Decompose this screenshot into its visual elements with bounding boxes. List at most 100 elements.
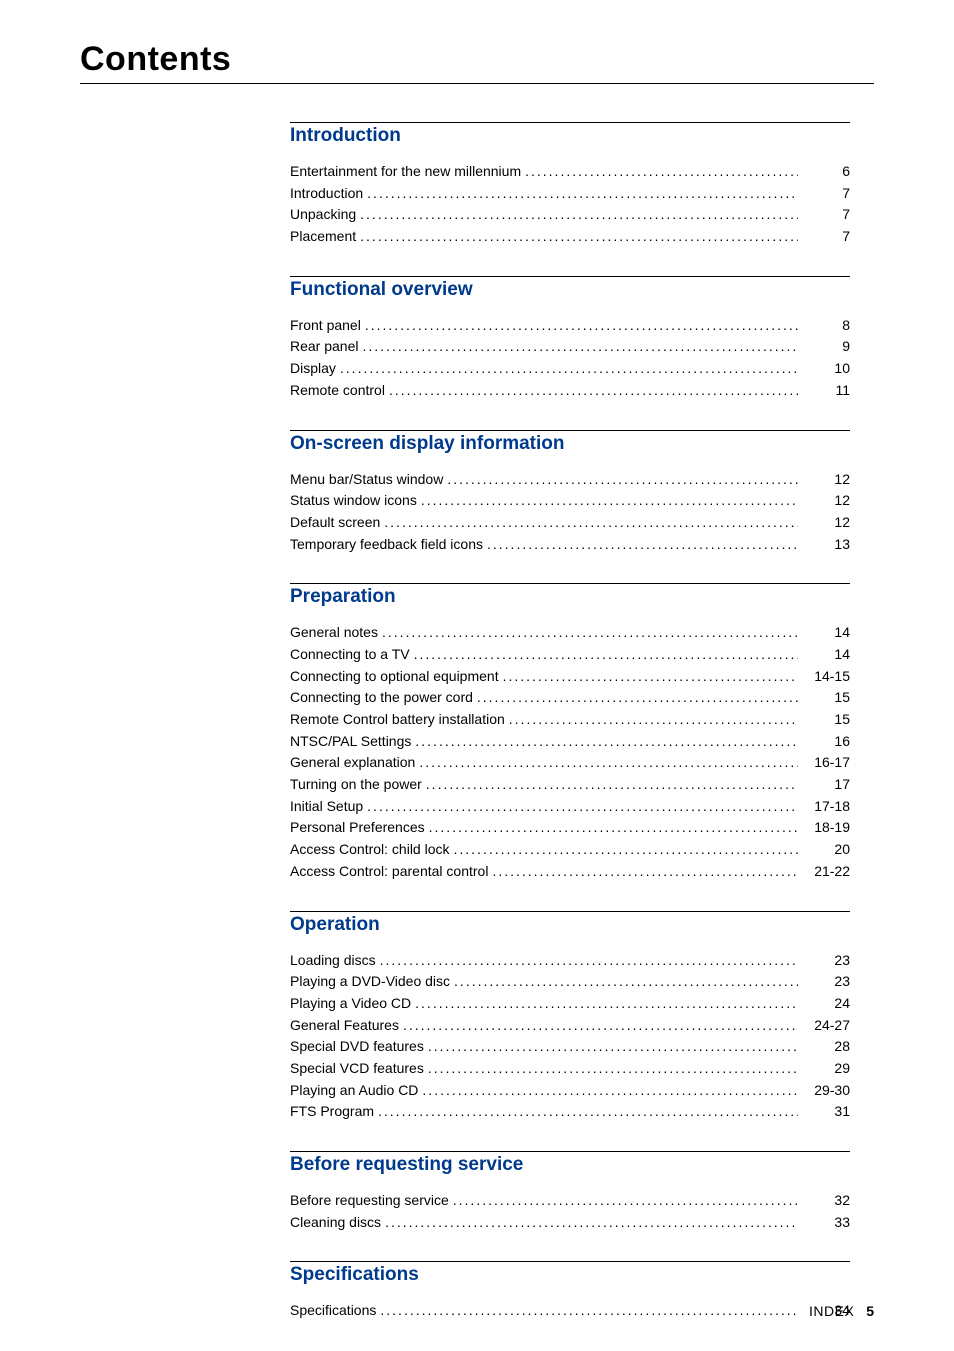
toc-row: Playing a DVD-Video disc23 xyxy=(290,971,850,993)
toc-item-label: Playing a Video CD xyxy=(290,993,411,1015)
section-heading: Preparation xyxy=(290,586,850,608)
toc-leader-dots xyxy=(453,1190,798,1212)
toc-leader-dots xyxy=(487,534,798,556)
section-rule xyxy=(290,1261,850,1262)
footer-label: INDEX xyxy=(809,1303,854,1319)
toc-row: NTSC/PAL Settings 16 xyxy=(290,731,850,753)
toc-row: FTS Program31 xyxy=(290,1101,850,1123)
toc-item-label: Remote control xyxy=(290,380,385,402)
toc-row: Temporary feedback field icons 13 xyxy=(290,534,850,556)
section-rule xyxy=(290,911,850,912)
toc-item-label: Unpacking xyxy=(290,204,356,226)
toc-leader-dots xyxy=(415,731,798,753)
toc-item-label: Turning on the power xyxy=(290,774,422,796)
toc-row: Remote Control battery installation15 xyxy=(290,709,850,731)
toc-leader-dots xyxy=(428,1036,798,1058)
toc-leader-dots xyxy=(380,1300,798,1322)
toc-item-page: 29 xyxy=(802,1058,850,1080)
toc-item-label: Loading discs xyxy=(290,950,376,972)
toc-item-page: 21-22 xyxy=(802,861,850,883)
toc-item-label: Specifications xyxy=(290,1300,376,1322)
toc-item-page: 10 xyxy=(802,358,850,380)
toc-item-label: Access Control: child lock xyxy=(290,839,450,861)
toc-leader-dots xyxy=(380,950,798,972)
toc-row: Loading discs 23 xyxy=(290,950,850,972)
toc-item-page: 15 xyxy=(802,687,850,709)
toc-item-label: General Features xyxy=(290,1015,399,1037)
toc-item-label: General explanation xyxy=(290,752,415,774)
toc-item-label: Placement xyxy=(290,226,356,248)
toc-row: Special VCD features 29 xyxy=(290,1058,850,1080)
toc-row: Connecting to the power cord15 xyxy=(290,687,850,709)
toc-leader-dots xyxy=(422,1080,798,1102)
toc-row: Connecting to a TV14 xyxy=(290,644,850,666)
toc-item-label: Temporary feedback field icons xyxy=(290,534,483,556)
toc-row: Access Control: parental control 21-22 xyxy=(290,861,850,883)
toc-item-page: 14-15 xyxy=(802,666,850,688)
toc-item-label: NTSC/PAL Settings xyxy=(290,731,411,753)
toc-item-label: Cleaning discs xyxy=(290,1212,381,1234)
toc-row: Entertainment for the new millennium6 xyxy=(290,161,850,183)
toc-leader-dots xyxy=(447,469,798,491)
toc-item-label: Access Control: parental control xyxy=(290,861,488,883)
section-heading: Functional overview xyxy=(290,279,850,301)
toc-item-page: 33 xyxy=(802,1212,850,1234)
toc-item-page: 16 xyxy=(802,731,850,753)
toc-item-label: Special VCD features xyxy=(290,1058,424,1080)
toc-item-label: Display xyxy=(290,358,336,380)
toc-row: Special DVD features 28 xyxy=(290,1036,850,1058)
toc-leader-dots xyxy=(426,774,798,796)
footer-page-number: 5 xyxy=(866,1303,874,1319)
toc-row: Menu bar/Status window12 xyxy=(290,469,850,491)
toc-leader-dots xyxy=(415,993,798,1015)
toc-section: On-screen display informationMenu bar/St… xyxy=(290,430,850,556)
toc-row: Before requesting service 32 xyxy=(290,1190,850,1212)
toc-leader-dots xyxy=(385,1212,798,1234)
toc-row: Turning on the power 17 xyxy=(290,774,850,796)
toc-row: Personal Preferences18-19 xyxy=(290,817,850,839)
toc-item-page: 9 xyxy=(802,336,850,358)
toc-item-label: Front panel xyxy=(290,315,361,337)
page-title: Contents xyxy=(80,40,874,79)
toc-item-page: 7 xyxy=(802,226,850,248)
toc-row: Remote control 11 xyxy=(290,380,850,402)
toc-item-page: 32 xyxy=(802,1190,850,1212)
toc-item-page: 17 xyxy=(802,774,850,796)
toc-item-label: Personal Preferences xyxy=(290,817,425,839)
section-rule xyxy=(290,583,850,584)
section-heading: Introduction xyxy=(290,125,850,147)
toc-leader-dots xyxy=(403,1015,798,1037)
toc-item-page: 16-17 xyxy=(802,752,850,774)
toc-leader-dots xyxy=(360,204,798,226)
toc-row: Specifications34 xyxy=(290,1300,850,1322)
toc-item-page: 14 xyxy=(802,644,850,666)
toc-row: Front panel8 xyxy=(290,315,850,337)
toc-leader-dots xyxy=(429,817,798,839)
toc-item-label: Rear panel xyxy=(290,336,359,358)
toc-item-label: Before requesting service xyxy=(290,1190,449,1212)
toc-leader-dots xyxy=(414,644,798,666)
toc-section: OperationLoading discs23Playing a DVD-Vi… xyxy=(290,911,850,1124)
toc-row: Unpacking7 xyxy=(290,204,850,226)
toc-leader-dots xyxy=(363,336,799,358)
toc-item-label: Special DVD features xyxy=(290,1036,424,1058)
toc-item-label: Playing an Audio CD xyxy=(290,1080,418,1102)
section-heading: Before requesting service xyxy=(290,1154,850,1176)
toc-content: Introduction Entertainment for the new mi… xyxy=(290,122,850,1322)
toc-item-page: 6 xyxy=(802,161,850,183)
toc-leader-dots xyxy=(419,752,798,774)
toc-item-page: 11 xyxy=(802,380,850,402)
toc-item-page: 28 xyxy=(802,1036,850,1058)
toc-row: Cleaning discs 33 xyxy=(290,1212,850,1234)
toc-leader-dots xyxy=(525,161,798,183)
toc-leader-dots xyxy=(378,1101,798,1123)
toc-row: Introduction7 xyxy=(290,183,850,205)
toc-item-page: 23 xyxy=(802,950,850,972)
toc-item-page: 13 xyxy=(802,534,850,556)
toc-row: Access Control: child lock20 xyxy=(290,839,850,861)
toc-section: Introduction Entertainment for the new mi… xyxy=(290,122,850,248)
section-rule xyxy=(290,1151,850,1152)
toc-row: General explanation 16-17 xyxy=(290,752,850,774)
toc-row: Rear panel 9 xyxy=(290,336,850,358)
toc-item-page: 7 xyxy=(802,183,850,205)
